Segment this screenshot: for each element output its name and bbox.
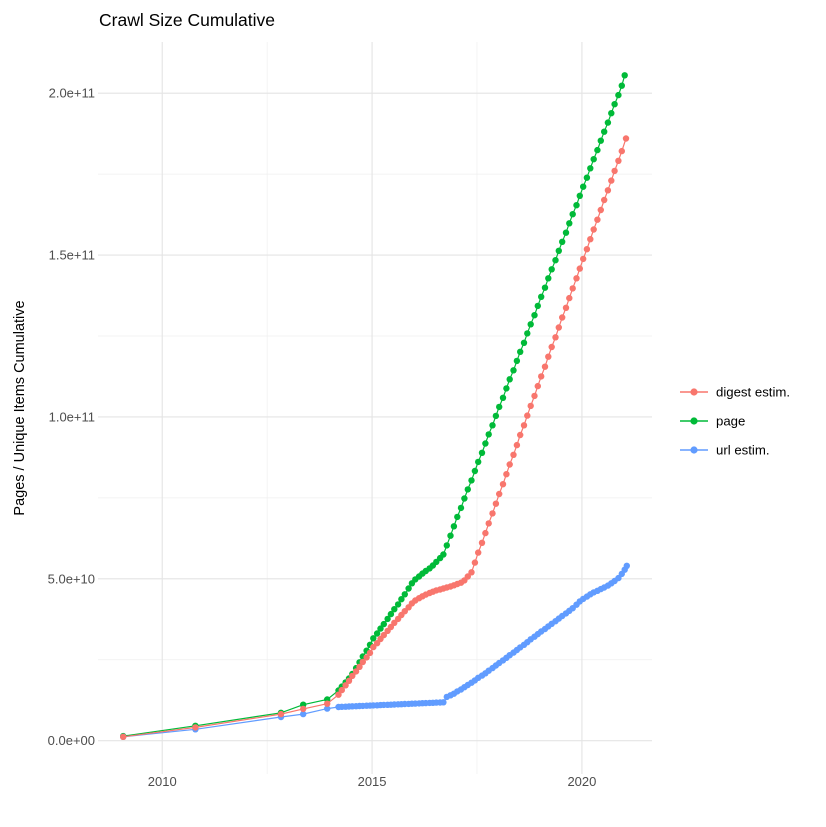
y-tick-label: 2.0e+11 [49,86,95,101]
y-tick-label: 1.0e+11 [49,409,95,424]
legend-item-page: page [680,414,745,429]
y-tick-label: 1.5e+11 [49,248,95,263]
legend-item-digest-estim: digest estim. [680,385,790,400]
y-axis-title: Pages / Unique Items Cumulative [12,300,28,515]
gridlines [98,42,652,774]
series-digest-estim [120,135,630,740]
series-digest-estim-line [123,138,627,738]
legend-item-url-estim: url estim. [680,443,770,458]
series-url-estim-points [120,562,630,740]
y-tick-label: 0.0e+00 [48,733,95,748]
data-series-layer [120,72,630,740]
legend-label-url-estim: url estim. [716,443,770,458]
series-digest-estim-points [120,135,630,740]
series-page-line [123,75,626,737]
legend-key-point-page [690,417,698,425]
plot-title: Crawl Size Cumulative [99,10,275,30]
series-url-estim [120,562,630,740]
axis-tick-labels: 0.0e+00 5.0e+10 1.0e+11 1.5e+11 2.0e+11 2010 2… [48,86,597,789]
legend: digest estim. page url estim. [680,385,790,458]
x-tick-label: 2010 [148,774,177,789]
x-tick-label: 2020 [567,774,596,789]
legend-label-page: page [716,414,745,429]
legend-label-digest-estim: digest estim. [716,385,790,400]
legend-key-point-digest-estim [690,388,698,396]
y-tick-label: 5.0e+10 [48,571,95,586]
legend-key-point-url-estim [690,446,698,454]
x-tick-label: 2015 [358,774,387,789]
